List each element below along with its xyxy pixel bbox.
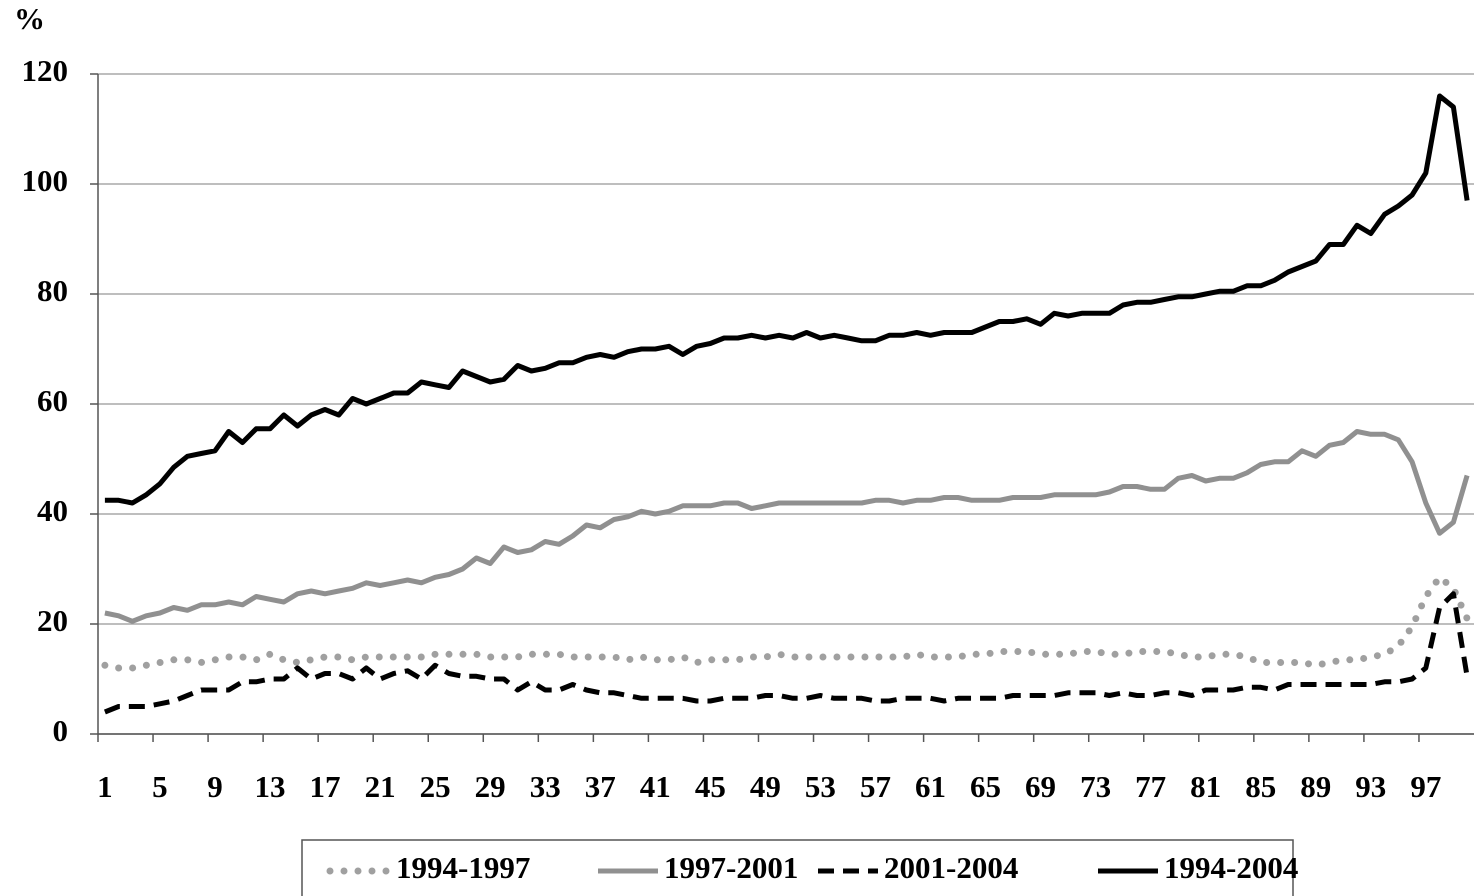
x-tick-label: 89 [1300, 769, 1331, 804]
x-tick-label: 69 [1025, 769, 1056, 804]
data-line [103, 591, 1470, 715]
data-line [104, 93, 1470, 506]
y-tick-label: 60 [37, 383, 68, 418]
x-tick-label: 41 [640, 769, 671, 804]
y-axis-label: % [14, 1, 45, 36]
x-tick-label: 13 [255, 769, 286, 804]
legend-label: 1997-2001 [664, 850, 798, 885]
x-tick-label: 29 [475, 769, 506, 804]
x-tick-label: 33 [530, 769, 561, 804]
legend-label: 2001-2004 [884, 850, 1018, 885]
x-tick-label: 81 [1190, 769, 1221, 804]
x-tick-label: 61 [915, 769, 946, 804]
x-tick-label: 85 [1245, 769, 1276, 804]
x-tick-label: 65 [970, 769, 1001, 804]
x-tick-label: 5 [152, 769, 168, 804]
x-tick-label: 97 [1410, 769, 1441, 804]
x-tick-label: 1 [97, 769, 113, 804]
y-tick-label: 40 [37, 493, 68, 528]
x-tick-label: 73 [1080, 769, 1111, 804]
x-tick-label: 77 [1135, 769, 1166, 804]
x-tick-label: 17 [310, 769, 341, 804]
x-tick-label: 37 [585, 769, 616, 804]
data-line [101, 573, 1471, 672]
y-tick-label: 0 [53, 713, 69, 748]
y-tick-label: 20 [37, 603, 68, 638]
x-tick-label: 57 [860, 769, 891, 804]
x-tick-label: 93 [1355, 769, 1386, 804]
data-line [104, 429, 1470, 624]
x-tick-label: 45 [695, 769, 726, 804]
y-tick-label: 80 [37, 273, 68, 308]
legend-box [301, 839, 1294, 896]
y-tick-label: 120 [22, 53, 69, 88]
x-tick-label: 49 [750, 769, 781, 804]
x-tick-label: 53 [805, 769, 836, 804]
x-tick-label: 25 [420, 769, 451, 804]
legend-label: 1994-1997 [396, 850, 530, 885]
legend-label: 1994-2004 [1164, 850, 1298, 885]
x-tick-label: 9 [207, 769, 223, 804]
x-tick-label: 21 [365, 769, 396, 804]
y-tick-label: 100 [22, 163, 69, 198]
